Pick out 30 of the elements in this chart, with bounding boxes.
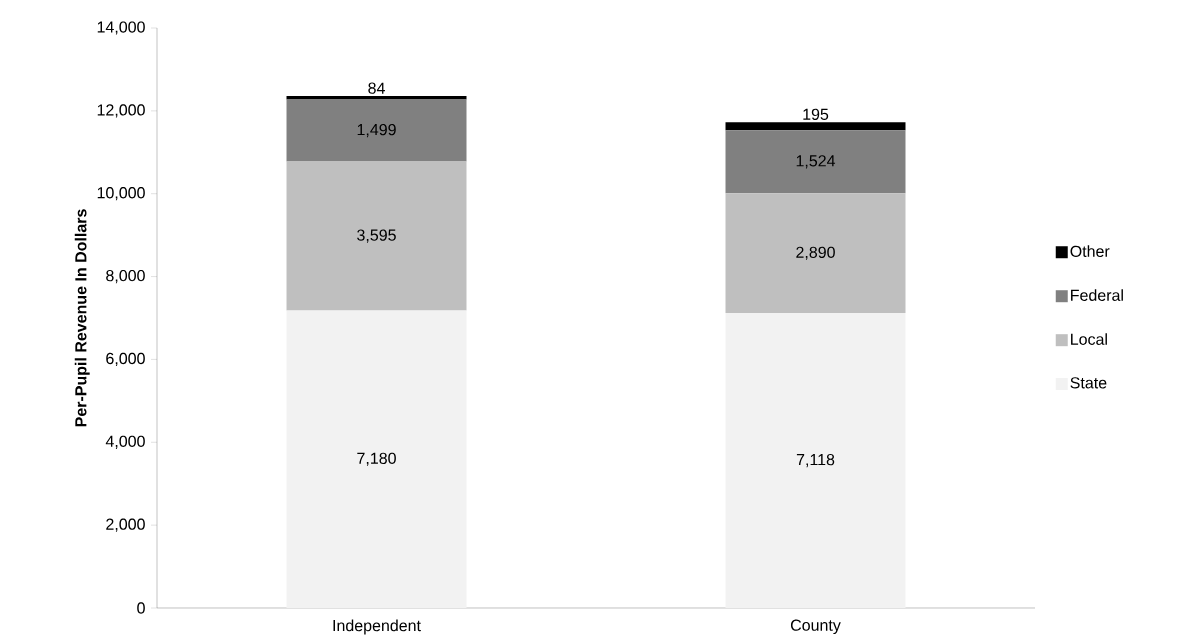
y-tick-label: 8,000 <box>106 270 145 284</box>
y-tick-label: 10,000 <box>97 187 145 201</box>
y-tick-label: 4,000 <box>105 435 145 449</box>
data-label: 2,890 <box>796 246 835 260</box>
y-tick-label: 6,000 <box>106 352 145 367</box>
y-tick-label: 12,000 <box>97 104 145 118</box>
legend-label: State <box>1070 377 1107 389</box>
bar <box>725 122 906 131</box>
y-tick-label: 2,000 <box>106 518 145 532</box>
data-label: 1,499 <box>357 124 396 138</box>
data-label: 84 <box>368 82 385 94</box>
x-tick-label: Independent <box>333 619 421 635</box>
bar <box>725 193 906 314</box>
bar <box>286 99 467 162</box>
bar <box>286 310 467 609</box>
y-tick-label: 0 <box>137 602 145 614</box>
legend-label: Other <box>1070 245 1110 258</box>
y-tick-label: 14,000 <box>97 21 145 35</box>
legend-label: Local <box>1071 333 1107 346</box>
x-tick-label: County <box>790 619 841 635</box>
data-label: 195 <box>803 108 829 121</box>
bar <box>725 130 906 194</box>
legend-label: Federal <box>1071 289 1123 302</box>
data-label: 7,180 <box>357 452 396 466</box>
y-axis-title: Per-Pupil Revenue In Dollars <box>74 209 90 427</box>
data-label: 7,118 <box>796 454 835 468</box>
data-label: 3,595 <box>357 229 396 243</box>
data-label: 1,524 <box>796 155 836 169</box>
bar <box>286 161 467 311</box>
bar <box>725 313 906 609</box>
